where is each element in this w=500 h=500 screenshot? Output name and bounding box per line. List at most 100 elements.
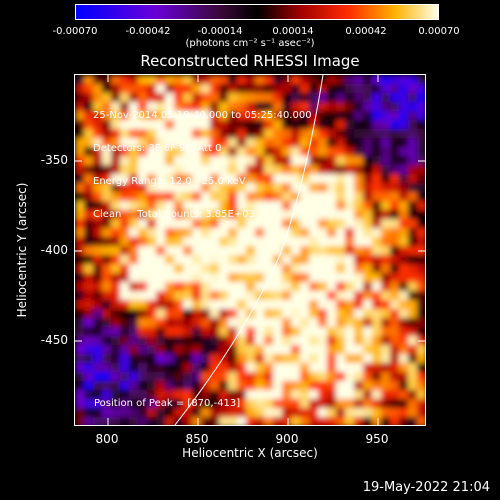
image-pixel xyxy=(282,138,292,148)
image-pixel xyxy=(300,363,310,373)
image-pixel xyxy=(372,354,382,364)
image-pixel xyxy=(201,273,211,283)
image-pixel xyxy=(363,102,373,112)
image-pixel xyxy=(354,264,364,274)
solar-limb-curve xyxy=(174,75,324,425)
image-pixel xyxy=(111,282,121,292)
image-pixel xyxy=(183,183,193,193)
image-pixel xyxy=(156,237,166,247)
image-pixel xyxy=(318,354,328,364)
image-pixel xyxy=(147,192,157,202)
image-pixel xyxy=(309,111,319,121)
image-pixel xyxy=(327,300,337,310)
image-pixel xyxy=(237,246,247,256)
image-pixel xyxy=(345,156,355,166)
image-pixel xyxy=(120,75,130,85)
image-pixel xyxy=(300,300,310,310)
image-pixel xyxy=(237,345,247,355)
image-pixel xyxy=(93,291,103,301)
image-pixel xyxy=(363,210,373,220)
image-pixel xyxy=(282,399,292,409)
image-pixel xyxy=(192,354,202,364)
image-pixel xyxy=(201,228,211,238)
image-pixel xyxy=(318,408,328,418)
image-pixel xyxy=(111,390,121,400)
image-pixel xyxy=(381,237,391,247)
image-pixel xyxy=(372,75,382,85)
image-pixel xyxy=(165,156,175,166)
image-pixel xyxy=(246,327,256,337)
image-pixel xyxy=(75,363,85,373)
image-pixel xyxy=(336,309,346,319)
image-pixel xyxy=(345,129,355,139)
image-pixel xyxy=(264,381,274,391)
image-pixel xyxy=(228,192,238,202)
image-pixel xyxy=(291,408,301,418)
image-pixel xyxy=(318,192,328,202)
image-pixel xyxy=(147,318,157,328)
image-pixel xyxy=(147,102,157,112)
image-pixel xyxy=(138,120,148,130)
image-pixel xyxy=(372,228,382,238)
image-pixel xyxy=(399,273,409,283)
image-pixel xyxy=(291,183,301,193)
image-pixel xyxy=(111,165,121,175)
image-pixel xyxy=(327,174,337,184)
image-pixel xyxy=(336,282,346,292)
image-pixel xyxy=(354,246,364,256)
image-pixel xyxy=(156,102,166,112)
image-pixel xyxy=(390,111,400,121)
image-pixel xyxy=(237,318,247,328)
image-pixel xyxy=(408,390,418,400)
image-pixel xyxy=(75,390,85,400)
image-pixel xyxy=(381,327,391,337)
image-pixel xyxy=(120,273,130,283)
image-pixel xyxy=(273,354,283,364)
image-pixel xyxy=(111,111,121,121)
image-pixel xyxy=(390,255,400,265)
image-pixel xyxy=(345,417,355,425)
image-pixel xyxy=(363,282,373,292)
image-pixel xyxy=(255,417,265,425)
image-pixel xyxy=(381,309,391,319)
image-pixel xyxy=(183,282,193,292)
image-pixel xyxy=(120,300,130,310)
image-pixel xyxy=(291,75,301,85)
image-pixel xyxy=(417,399,425,409)
image-pixel xyxy=(417,219,425,229)
image-pixel xyxy=(381,363,391,373)
image-pixel xyxy=(354,291,364,301)
image-pixel xyxy=(408,102,418,112)
y-axis-label: Heliocentric Y (arcsec) xyxy=(15,182,29,318)
image-pixel xyxy=(300,102,310,112)
image-pixel xyxy=(363,228,373,238)
image-pixel xyxy=(237,282,247,292)
image-pixel xyxy=(147,255,157,265)
image-pixel xyxy=(183,345,193,355)
image-pixel xyxy=(291,237,301,247)
image-pixel xyxy=(246,363,256,373)
image-pixel xyxy=(417,372,425,382)
image-pixel xyxy=(120,318,130,328)
image-pixel xyxy=(102,219,112,229)
image-pixel xyxy=(84,147,94,157)
image-pixel xyxy=(363,345,373,355)
image-pixel xyxy=(183,111,193,121)
image-pixel xyxy=(327,111,337,121)
image-pixel xyxy=(174,84,184,94)
image-pixel xyxy=(147,372,157,382)
image-pixel xyxy=(219,336,229,346)
image-pixel xyxy=(264,174,274,184)
image-pixel xyxy=(192,399,202,409)
image-pixel xyxy=(174,201,184,211)
image-pixel xyxy=(282,210,292,220)
image-pixel xyxy=(201,165,211,175)
image-pixel xyxy=(390,372,400,382)
image-pixel xyxy=(399,129,409,139)
image-pixel xyxy=(300,282,310,292)
image-pixel xyxy=(417,309,425,319)
image-pixel xyxy=(399,210,409,220)
image-pixel xyxy=(192,102,202,112)
image-pixel xyxy=(327,165,337,175)
image-pixel xyxy=(228,156,238,166)
